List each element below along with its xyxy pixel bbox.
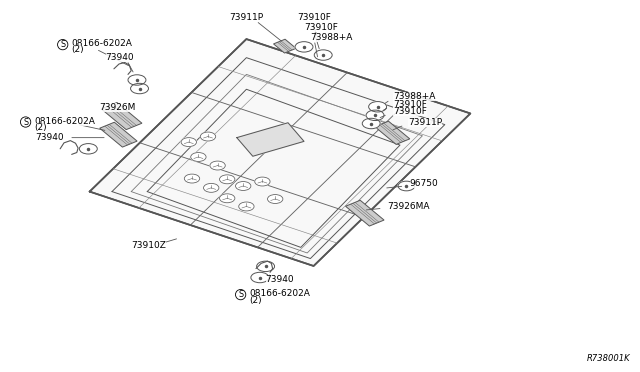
- Circle shape: [239, 202, 254, 211]
- Text: 73910F: 73910F: [297, 13, 331, 22]
- Circle shape: [251, 272, 269, 283]
- Circle shape: [236, 182, 251, 190]
- Text: R738001K: R738001K: [587, 354, 630, 363]
- Circle shape: [398, 181, 415, 191]
- Circle shape: [131, 83, 148, 94]
- Polygon shape: [90, 39, 470, 266]
- Circle shape: [79, 144, 97, 154]
- Text: 73940: 73940: [35, 133, 64, 142]
- Text: 73940: 73940: [266, 275, 294, 284]
- Text: 73926MA: 73926MA: [387, 202, 429, 211]
- Text: 73911P: 73911P: [229, 13, 263, 22]
- Circle shape: [210, 161, 225, 170]
- Text: (2): (2): [35, 123, 47, 132]
- Circle shape: [314, 50, 332, 60]
- Text: 73910F: 73910F: [393, 107, 427, 116]
- Text: 73926M: 73926M: [99, 103, 136, 112]
- Polygon shape: [375, 121, 410, 144]
- Circle shape: [220, 175, 235, 184]
- Circle shape: [128, 75, 146, 85]
- Text: S: S: [60, 40, 65, 49]
- Text: 08166-6202A: 08166-6202A: [250, 289, 310, 298]
- Circle shape: [200, 132, 216, 141]
- Circle shape: [255, 177, 270, 186]
- Text: 73910F: 73910F: [393, 100, 427, 109]
- Text: 08166-6202A: 08166-6202A: [72, 39, 132, 48]
- Circle shape: [204, 183, 219, 192]
- Circle shape: [184, 174, 200, 183]
- Text: 08166-6202A: 08166-6202A: [35, 117, 95, 126]
- Polygon shape: [273, 39, 296, 53]
- Text: 73911P: 73911P: [408, 118, 442, 126]
- Text: 73988+A: 73988+A: [393, 92, 435, 101]
- Circle shape: [257, 261, 275, 272]
- Polygon shape: [237, 123, 304, 156]
- Circle shape: [220, 194, 235, 203]
- Circle shape: [268, 195, 283, 203]
- Polygon shape: [100, 122, 137, 147]
- Circle shape: [191, 153, 206, 161]
- Text: 96750: 96750: [410, 179, 438, 187]
- Text: (2): (2): [250, 296, 262, 305]
- Circle shape: [295, 42, 313, 52]
- Circle shape: [181, 138, 196, 147]
- Polygon shape: [346, 200, 384, 226]
- Text: S: S: [238, 290, 243, 299]
- Text: S: S: [23, 118, 28, 126]
- Polygon shape: [101, 103, 142, 129]
- Text: 73988+A: 73988+A: [310, 33, 352, 42]
- Circle shape: [369, 102, 387, 112]
- Text: (2): (2): [72, 45, 84, 54]
- Circle shape: [362, 118, 380, 129]
- Text: 73940: 73940: [106, 53, 134, 62]
- Text: 73910Z: 73910Z: [131, 241, 166, 250]
- Circle shape: [366, 110, 384, 121]
- Text: 73910F: 73910F: [305, 23, 339, 32]
